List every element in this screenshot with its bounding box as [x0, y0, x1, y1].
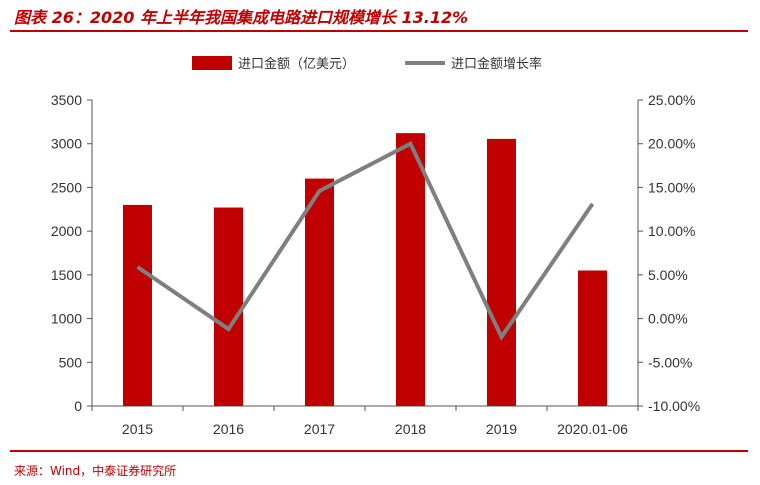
left-tick-label: 2000: [51, 223, 82, 239]
x-tick-label: 2017: [304, 421, 335, 437]
line-series: [136, 140, 595, 341]
right-tick-label: 25.00%: [648, 92, 695, 108]
source-note: 来源：Wind，中泰证券研究所: [14, 464, 177, 478]
footer-divider: [10, 450, 748, 452]
right-tick-label: 15.00%: [648, 179, 695, 195]
right-tick-label: 10.00%: [648, 223, 695, 239]
right-tick-label: 5.00%: [648, 267, 688, 283]
bar-2015: [123, 204, 152, 406]
bar-2020.01-06: [578, 270, 607, 406]
bar-2018: [396, 133, 425, 406]
legend-swatch-bar: [192, 56, 232, 70]
bar-2019: [487, 138, 516, 407]
bar-2016: [214, 207, 243, 406]
chart-title: 图表 26：2020 年上半年我国集成电路进口规模增长 13.12%: [14, 8, 469, 27]
right-tick-label: -10.00%: [648, 398, 700, 414]
right-tick-label: 0.00%: [648, 311, 688, 327]
left-tick-label: 3500: [51, 92, 82, 108]
left-tick-label: 1500: [51, 267, 82, 283]
left-tick-label: 3000: [51, 136, 82, 152]
left-tick-label: 2500: [51, 179, 82, 195]
bar-2017: [305, 178, 334, 406]
legend: 进口金额（亿美元） 进口金额增长率: [192, 56, 542, 72]
combo-chart: 进口金额（亿美元） 进口金额增长率 0 500 1000 1500 2000 2500 300…: [51, 56, 700, 437]
left-tick-label: 0: [74, 398, 82, 414]
axes: 0 500 1000 1500 2000 2500 3000 3500 -10.00% -5.00…: [51, 92, 700, 437]
x-tick-label: 2016: [213, 421, 244, 437]
x-tick-label: 2015: [122, 421, 153, 437]
legend-label-line: 进口金额增长率: [451, 56, 542, 72]
bar-series: [123, 133, 607, 407]
x-tick-label: 2018: [395, 421, 426, 437]
left-tick-label: 1000: [51, 311, 82, 327]
left-tick-label: 500: [59, 354, 83, 370]
right-tick-label: -5.00%: [648, 354, 692, 370]
right-tick-label: 20.00%: [648, 136, 695, 152]
x-tick-label: 2020.01-06: [557, 421, 628, 437]
title-divider: [10, 30, 748, 32]
growth-rate-line: [136, 140, 595, 341]
x-tick-label: 2019: [486, 421, 517, 437]
legend-label-bar: 进口金额（亿美元）: [238, 56, 355, 72]
